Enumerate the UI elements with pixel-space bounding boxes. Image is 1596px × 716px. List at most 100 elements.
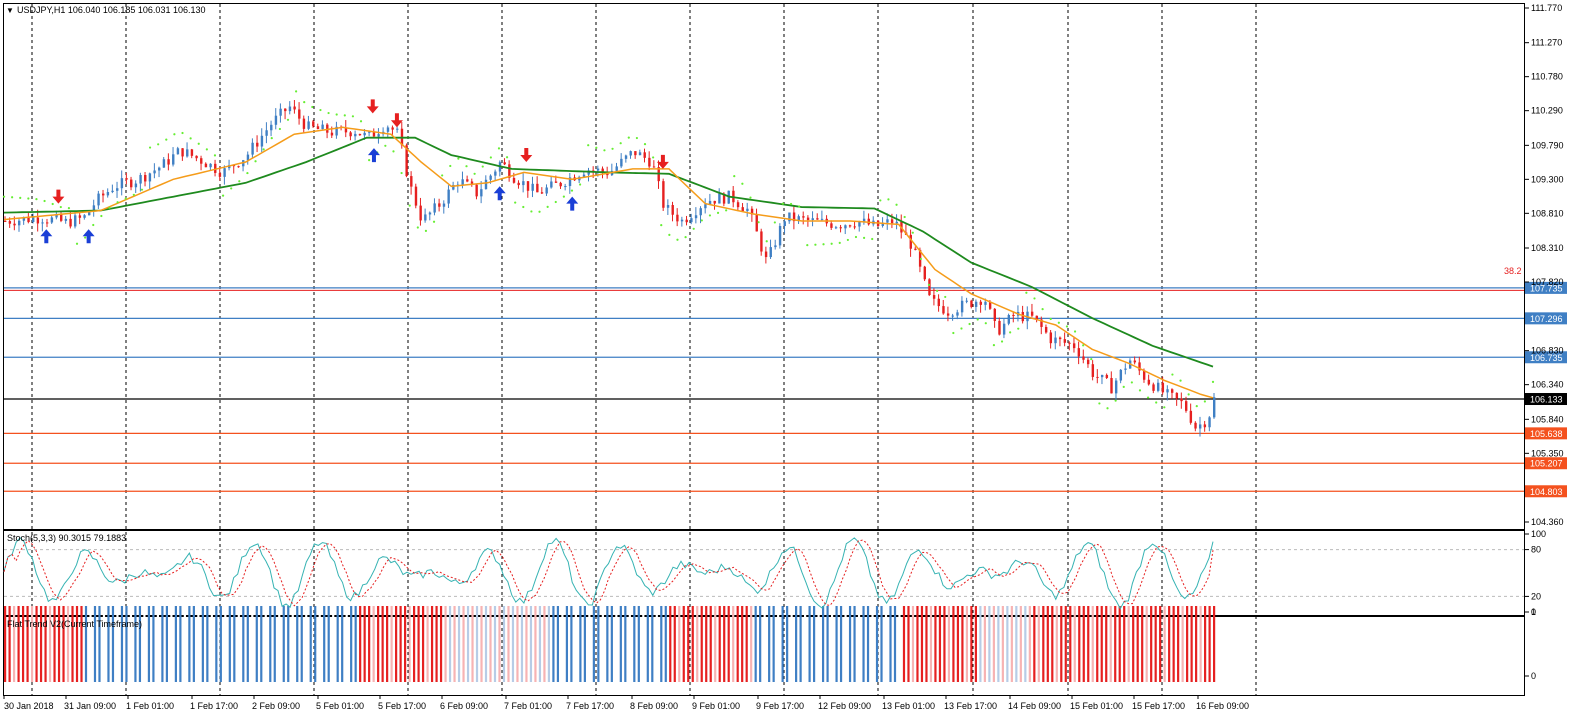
candle-body-195 [914,248,917,250]
psar-dot-140 [1138,389,1142,392]
flat-trend-histogram [4,606,1216,682]
candle-body-64 [302,118,306,129]
trend-bar-93 [421,606,425,682]
candle-body-242 [1133,360,1137,363]
trend-bar-203 [916,606,919,682]
trend-bar-49 [224,606,227,682]
candle-body-17 [83,215,86,218]
candle-body-121 [568,177,572,187]
trend-bar-105 [475,606,479,682]
trend-bar-30 [138,606,142,682]
psar-dot-116 [944,295,947,299]
psar-dot-103 [838,241,841,244]
trend-bar-2 [12,606,16,682]
candle-body-235 [1100,374,1104,378]
psar-dot-124 [1009,331,1012,334]
candle-body-9 [46,222,49,224]
psar-dot-137 [1114,399,1117,402]
down-arrow-2 [390,113,403,128]
candle-body-149 [699,208,702,216]
psar-dot-47 [384,144,387,147]
trend-bar-106 [480,606,483,682]
candle-body-59 [279,108,282,116]
time-tick-label-1: 31 Jan 09:00 [64,701,116,711]
trend-bar-61 [278,606,281,682]
trend-bar-52 [237,606,240,682]
candle-body-40 [190,149,194,156]
candle-body-125 [587,170,590,175]
trend-bar-243 [1096,606,1099,682]
time-tick-label-18: 15 Feb 17:00 [1132,701,1185,711]
trend-bar-75 [341,606,344,682]
trend-bar-51 [233,606,236,682]
candle-body-189 [886,219,889,223]
psar-dot-94 [765,240,768,243]
trend-bar-197 [889,606,892,682]
trend-bar-210 [947,606,951,682]
psar-dot-96 [781,202,785,205]
psar-dot-5 [43,199,46,203]
candle-body-162 [760,231,763,252]
candle-body-179 [839,227,842,229]
price-tick-label-5: 109.300 [1531,174,1564,184]
candle-body-119 [559,182,562,187]
trend-bar-10 [48,606,52,682]
candle-body-107 [503,162,506,165]
candle-body-143 [671,205,674,215]
trend-bar-38 [174,606,177,682]
trend-bar-89 [404,606,407,682]
trend-bar-256 [1154,606,1157,682]
psar-dot-93 [757,221,760,224]
candle-body-236 [1105,374,1109,378]
candle-body-15 [74,215,77,227]
trend-bar-238 [1073,606,1076,682]
psar-dot-130 [1057,321,1060,324]
psar-dot-74 [603,149,606,152]
candle-body-113 [531,183,534,191]
candle-body-3 [18,220,21,226]
trend-bar-146 [660,606,663,682]
candle-body-89 [419,205,422,221]
trend-bar-36 [165,606,168,682]
trend-bar-154 [696,606,699,682]
psar-dot-69 [562,195,565,198]
trend-bar-68 [309,606,312,682]
candle-body-73 [344,127,348,133]
trend-bar-174 [786,606,789,682]
candle-body-178 [834,227,838,229]
stoch-tick-label-1: 80 [1531,545,1541,555]
trend-bar-18 [84,606,88,682]
trend-bar-110 [498,606,501,682]
trend-bar-219 [988,606,991,682]
flat-trend-label: Flat Trend V2(Current Timeframe) [7,619,142,629]
candle-body-255 [1194,422,1197,429]
trend-bar-262 [1181,606,1184,682]
psar-dot-145 [1179,379,1182,382]
candle-body-30 [144,175,147,182]
time-tick-label-3: 1 Feb 17:00 [190,701,238,711]
trend-bar-209 [943,606,946,682]
trend-bar-54 [246,606,249,682]
time-tick-label-9: 7 Feb 17:00 [566,701,614,711]
trend-bar-88 [399,606,402,682]
trend-bar-201 [907,606,910,682]
up-arrow-1 [82,229,95,244]
psar-dot-6 [51,202,54,206]
trend-bar-228 [1028,606,1031,682]
trend-bar-113 [511,606,515,682]
chart-title-icon[interactable]: ▼ [6,6,14,15]
psar-dot-70 [570,189,574,192]
trend-bar-268 [1208,606,1211,682]
trend-bar-218 [983,606,986,682]
trend-bar-227 [1024,606,1027,682]
candle-body-249 [1166,389,1169,393]
candle-body-38 [181,148,184,157]
candle-body-127 [596,168,600,171]
trend-bar-251 [1132,606,1135,682]
candle-body-160 [750,208,754,215]
trend-bar-11 [53,606,56,682]
trend-bar-111 [502,606,506,682]
trend-bar-142 [642,606,645,682]
candle-body-224 [1049,332,1053,344]
